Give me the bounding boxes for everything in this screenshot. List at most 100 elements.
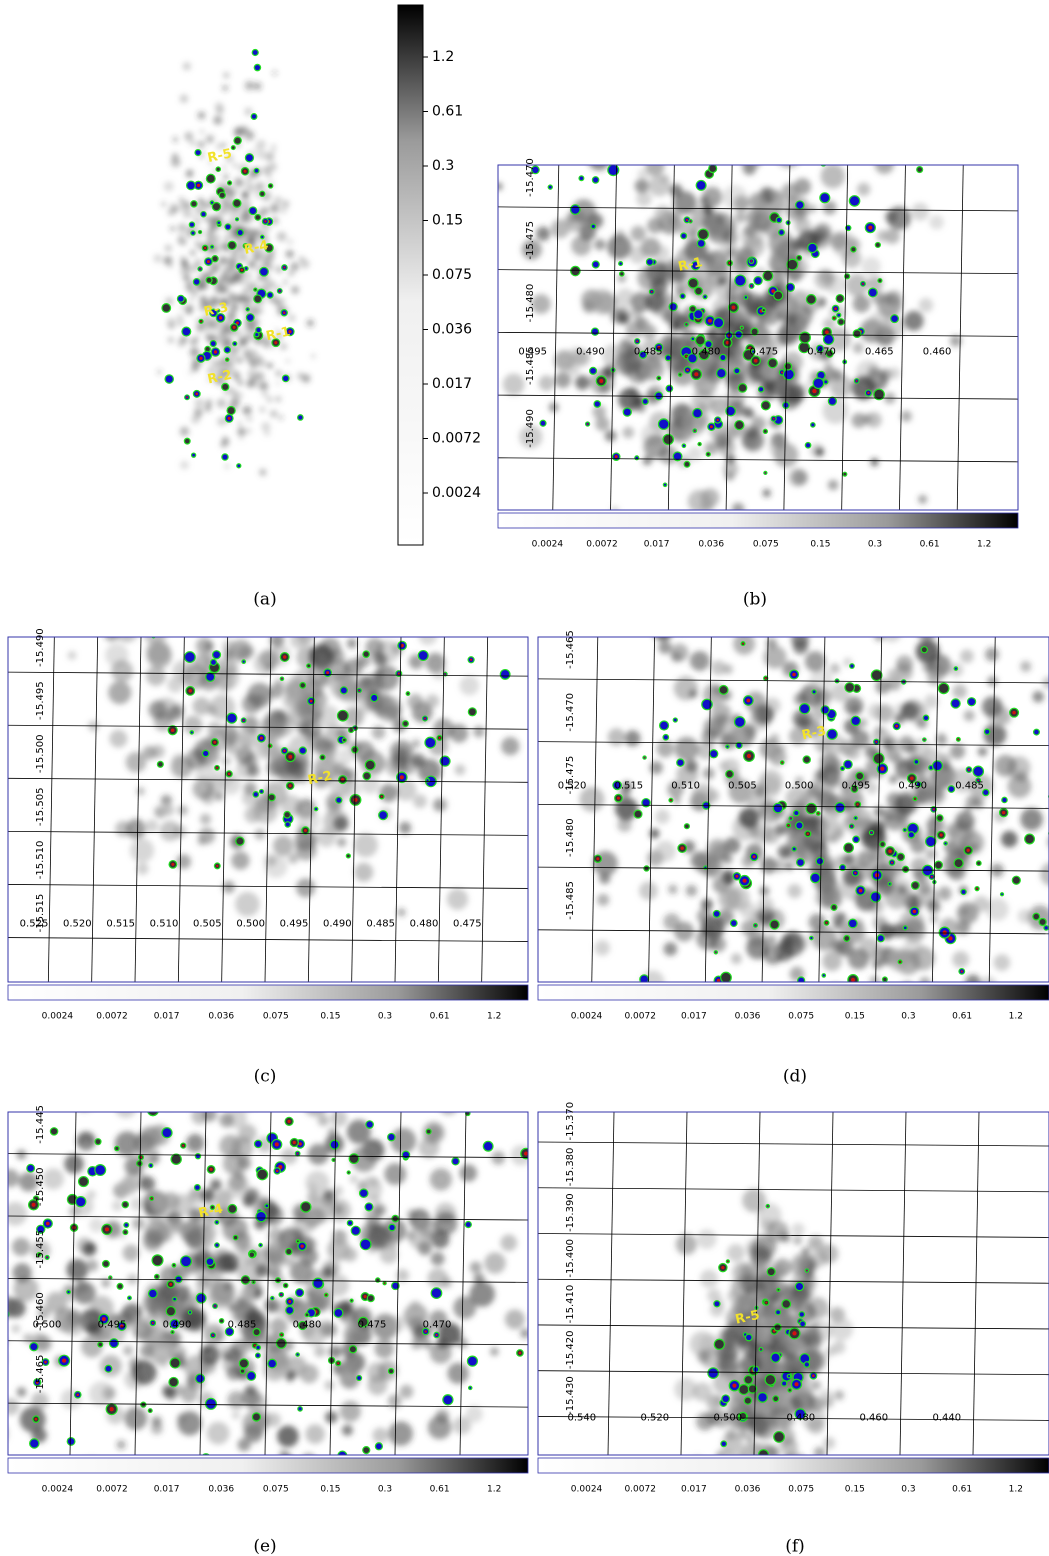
clump-core	[750, 260, 752, 262]
gray-blob	[700, 1270, 718, 1288]
gray-blob	[212, 334, 216, 338]
clump	[228, 241, 236, 249]
gray-blob	[434, 1212, 457, 1235]
gray-blob	[254, 82, 262, 90]
clump	[236, 218, 239, 221]
clump-core	[353, 798, 357, 802]
colorbar-label: 0.0072	[624, 1012, 656, 1022]
gray-blob	[652, 620, 673, 641]
clump	[402, 1151, 409, 1158]
dec-label: -15.410	[565, 1285, 576, 1324]
gray-blob	[190, 141, 195, 146]
clump	[851, 247, 856, 252]
gray-blob	[500, 1234, 517, 1251]
gray-blob	[624, 730, 640, 746]
clump-core	[765, 472, 766, 473]
clump	[149, 1289, 158, 1298]
clump	[666, 385, 673, 392]
gray-blob	[732, 1262, 752, 1282]
colorbar-label: 0.075	[263, 1012, 289, 1022]
gray-blob	[777, 383, 797, 403]
sky-image	[538, 1112, 1049, 1497]
ra-label: 0.500	[785, 780, 814, 791]
gray-blob	[539, 375, 555, 391]
clump	[228, 1205, 237, 1214]
clump-core	[293, 1141, 296, 1144]
clump	[634, 810, 642, 818]
gray-blob	[409, 1301, 421, 1313]
gray-blob	[731, 726, 746, 741]
gray-blob	[771, 947, 780, 956]
clump-core	[686, 369, 689, 372]
gray-blob	[595, 417, 610, 432]
ra-label: 0.485	[366, 918, 395, 929]
clump	[903, 926, 907, 930]
clump	[795, 1282, 803, 1290]
clump	[848, 919, 857, 928]
clump	[246, 314, 254, 322]
clump-core	[862, 283, 864, 285]
dec-label: -15.510	[35, 841, 46, 880]
clump	[698, 229, 708, 239]
clump	[693, 409, 702, 418]
clump	[162, 304, 171, 313]
gray-blob	[786, 313, 797, 324]
gray-blob	[278, 415, 283, 420]
clump-core	[436, 1334, 438, 1336]
gray-blob	[226, 1174, 250, 1198]
colorbar-label: 0.017	[644, 540, 670, 550]
gray-blob	[151, 1422, 163, 1434]
gray-blob	[608, 728, 626, 746]
gray-blob	[299, 557, 324, 582]
caption: (d)	[783, 1067, 807, 1087]
clump	[812, 690, 816, 694]
ra-label: 0.475	[358, 1320, 387, 1331]
sky-image	[30, 5, 395, 545]
clump-core	[216, 767, 218, 769]
clump	[256, 1353, 261, 1358]
gray-blob	[742, 1188, 766, 1212]
gray-blob	[710, 936, 726, 952]
clump	[590, 367, 597, 374]
gray-blob	[470, 1262, 482, 1274]
gray-blob	[777, 845, 790, 858]
clump-core	[818, 813, 819, 814]
gray-blob	[667, 216, 677, 226]
clump	[239, 1359, 248, 1368]
clump-core	[924, 739, 925, 740]
ra-label: 0.520	[640, 1412, 669, 1423]
colorbar-label: 0.61	[432, 104, 463, 120]
gray-blob	[202, 587, 223, 608]
clump	[67, 1290, 71, 1294]
gray-blob	[857, 850, 875, 868]
gray-blob	[450, 724, 469, 743]
clump	[254, 288, 257, 291]
dec-label: -15.485	[565, 881, 576, 920]
clump	[162, 1128, 172, 1138]
ra-label: 0.490	[898, 780, 927, 791]
ra-label: 0.465	[865, 346, 894, 357]
gray-blob	[0, 1355, 3, 1364]
clump	[726, 406, 735, 415]
gray-blob	[0, 1208, 2, 1227]
dec-label: -15.370	[565, 1102, 576, 1141]
gray-blob	[738, 1429, 748, 1439]
gray-blob	[171, 753, 186, 768]
ra-label: 0.475	[453, 918, 482, 929]
clump	[195, 1154, 200, 1159]
clump	[467, 1356, 477, 1366]
clump	[110, 1339, 119, 1348]
clump	[1002, 797, 1007, 802]
clump-core	[727, 1261, 728, 1262]
clump-core	[214, 350, 217, 353]
clump-core	[751, 285, 753, 287]
gray-blob	[249, 727, 257, 735]
clump-core	[875, 741, 877, 743]
clump	[148, 591, 156, 599]
clump	[224, 347, 230, 353]
colorbar-label: 1.2	[432, 49, 454, 65]
gray-blob	[179, 202, 188, 211]
clump-core	[644, 757, 645, 758]
gray-blob	[814, 1447, 826, 1459]
gray-blob	[812, 1381, 821, 1390]
